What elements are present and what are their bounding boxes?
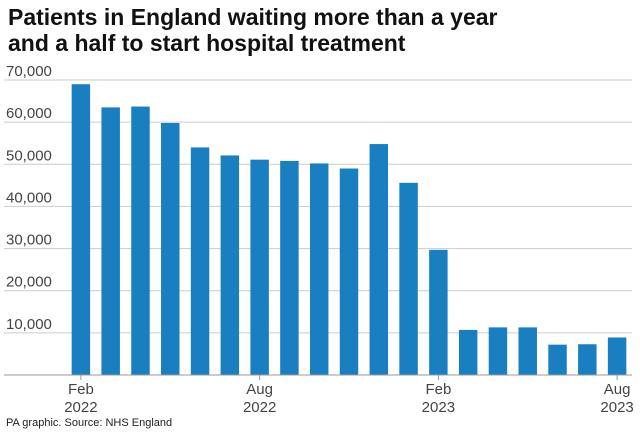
chart-title-line-2: and a half to start hospital treatment	[8, 30, 406, 56]
bar	[518, 327, 537, 375]
bar	[429, 249, 448, 375]
bar	[578, 344, 597, 375]
x-tick-label-year: 2023	[422, 399, 455, 416]
chart-title-line-1: Patients in England waiting more than a …	[8, 4, 498, 30]
bar	[190, 147, 210, 375]
bar	[548, 344, 567, 375]
bar	[369, 144, 389, 375]
x-tick-label-year: 2023	[600, 399, 633, 416]
x-tick-label-month: Aug	[604, 381, 631, 398]
bar	[309, 163, 329, 375]
y-tick-label: 30,000	[6, 232, 52, 249]
bar	[71, 84, 91, 375]
y-tick-label: 60,000	[6, 105, 52, 122]
bar	[220, 155, 240, 375]
bar	[458, 329, 478, 375]
bar	[339, 168, 359, 375]
bar	[399, 182, 418, 375]
bar	[488, 327, 508, 375]
y-tick-label: 20,000	[6, 274, 52, 291]
chart-title: Patients in England waiting more than a …	[8, 4, 628, 56]
x-tick-label-year: 2022	[243, 399, 276, 416]
bar	[101, 107, 120, 376]
x-tick-label-month: Aug	[246, 381, 273, 398]
bar	[250, 159, 269, 375]
y-tick-label: 50,000	[6, 147, 52, 164]
x-tick-label-month: Feb	[68, 381, 94, 398]
y-tick-label: 70,000	[6, 63, 52, 80]
y-tick-label: 10,000	[6, 316, 52, 333]
bar	[280, 160, 299, 375]
x-tick-label-month: Feb	[425, 381, 451, 398]
bar	[161, 122, 180, 375]
y-tick-label: 40,000	[6, 189, 52, 206]
source-note: PA graphic. Source: NHS England	[6, 417, 173, 429]
bar	[131, 106, 150, 376]
bar	[607, 337, 627, 375]
x-tick-label-year: 2022	[64, 399, 97, 416]
